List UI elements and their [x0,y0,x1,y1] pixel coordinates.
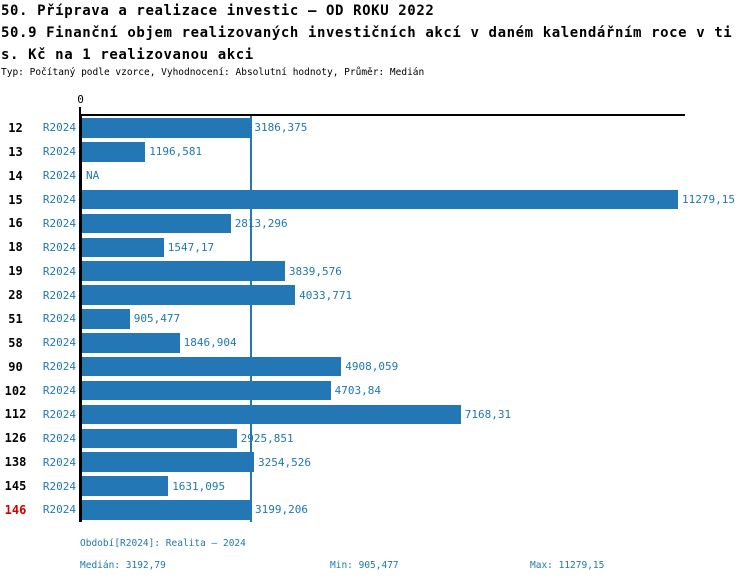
series-period-label: R2024 [42,264,76,278]
category-label: 14 [8,168,23,183]
category-label: 112 [4,407,27,422]
category-label: 15 [8,192,23,207]
value-bar[interactable] [82,285,296,305]
value-bar[interactable] [82,261,285,281]
value-label: 3254,526 [258,455,311,469]
value-label: 4033,771 [299,288,353,302]
category-label: 13 [8,144,23,159]
category-label: 126 [4,431,27,446]
series-period-label: R2024 [42,121,76,135]
series-period-label: R2024 [42,360,76,374]
report-title-line3: s. Kč na 1 realizovanou akci [1,47,254,63]
chart-row: 18 R2024 1547,17 [0,235,750,259]
footer-period-label: Období[R2024]: Realita – 2024 [80,538,246,549]
series-period-label: R2024 [42,431,76,445]
category-label: 28 [8,288,23,303]
value-label: 3839,576 [288,264,342,278]
value-bar[interactable] [82,213,231,234]
category-label: 51 [8,311,23,326]
series-period-label: R2024 [42,288,76,302]
category-label: 138 [4,455,27,470]
category-label: 146 [4,502,27,517]
category-label: 102 [4,383,27,398]
value-label: 1631,095 [172,479,226,493]
chart-row: 102 R2024 4703,84 [0,379,750,403]
chart-row: 146 R2024 3199,206 [0,498,750,522]
value-bar[interactable] [82,118,251,138]
chart-row: 112 R2024 7168,31 [0,403,750,427]
value-label: 7168,31 [464,407,512,421]
chart-row: 15 R2024 11279,15 [0,188,750,212]
chart-row: 90 R2024 4908,059 [0,355,750,379]
series-period-label: R2024 [42,503,76,517]
category-label: 58 [8,335,23,350]
indicator-meta-line: Typ: Počítaný podle vzorce, Vyhodnocení:… [1,67,425,78]
value-label: 4908,059 [345,360,399,374]
report-title-line2: 50.9 Finanční objem realizovaných invest… [1,25,733,41]
series-period-label: R2024 [42,312,76,326]
value-label: 2813,296 [234,216,288,230]
value-bar[interactable] [82,380,331,401]
median-reference-line [250,114,252,522]
value-label: 905,477 [133,312,181,326]
value-bar[interactable] [82,500,251,520]
series-period-label: R2024 [42,407,76,421]
series-period-label: R2024 [42,145,76,159]
value-bar[interactable] [82,309,130,329]
series-period-label: R2024 [42,384,76,398]
chart-row: 14 R2024 NA [0,164,750,188]
series-period-label: R2024 [42,455,76,469]
footer-max-label: Max: 11279,15 [530,560,605,571]
value-label: 11279,15 [682,193,735,207]
value-bar[interactable] [82,452,254,472]
value-label: 1846,904 [183,336,237,350]
category-label: 19 [8,264,23,279]
category-label: 145 [4,479,27,494]
chart-rows: 12 R2024 3186,375 13 R2024 1196,581 14 R… [0,116,750,522]
series-period-label: R2024 [42,479,76,493]
y-axis-line [79,114,82,522]
value-label: 3186,375 [254,121,308,135]
series-period-label: R2024 [42,240,76,254]
chart-row: 19 R2024 3839,576 [0,259,750,283]
value-label: NA [86,169,100,183]
x-axis-zero-tick-mark [79,107,81,114]
chart-row: 16 R2024 2813,296 [0,212,750,236]
chart-row: 126 R2024 2925,851 [0,426,750,450]
category-label: 90 [8,359,23,374]
chart-row: 12 R2024 3186,375 [0,116,750,140]
value-bar[interactable] [82,404,461,425]
chart-row: 51 R2024 905,477 [0,307,750,331]
value-bar[interactable] [82,189,678,210]
value-label: 1196,581 [149,145,203,159]
series-period-label: R2024 [42,193,76,207]
value-label: 3199,206 [255,503,308,517]
value-bar[interactable] [82,428,237,449]
value-bar[interactable] [82,476,169,496]
value-bar[interactable] [82,142,146,162]
chart-row: 58 R2024 1846,904 [0,331,750,355]
value-label: 2925,851 [240,431,294,445]
series-period-label: R2024 [42,216,76,230]
value-bar[interactable] [82,333,180,353]
x-axis-line [80,114,685,116]
value-label: 4703,84 [334,384,381,398]
value-bar[interactable] [82,237,164,258]
chart-row: 28 R2024 4033,771 [0,283,750,307]
footer-median-label: Medián: 3192,79 [80,560,166,571]
chart-row: 13 R2024 1196,581 [0,140,750,164]
value-bar[interactable] [82,356,342,377]
category-label: 18 [8,240,23,255]
chart-row: 145 R2024 1631,095 [0,474,750,498]
series-period-label: R2024 [42,336,76,350]
value-label: 1547,17 [167,240,215,254]
x-axis-zero-tick-label: 0 [77,93,84,106]
category-label: 12 [8,120,23,135]
category-label: 16 [8,216,23,231]
footer-min-label: Min: 905,477 [330,560,399,571]
report-title-line1: 50. Příprava a realizace investic – OD R… [1,3,435,19]
series-period-label: R2024 [42,169,76,183]
chart-row: 138 R2024 3254,526 [0,450,750,474]
